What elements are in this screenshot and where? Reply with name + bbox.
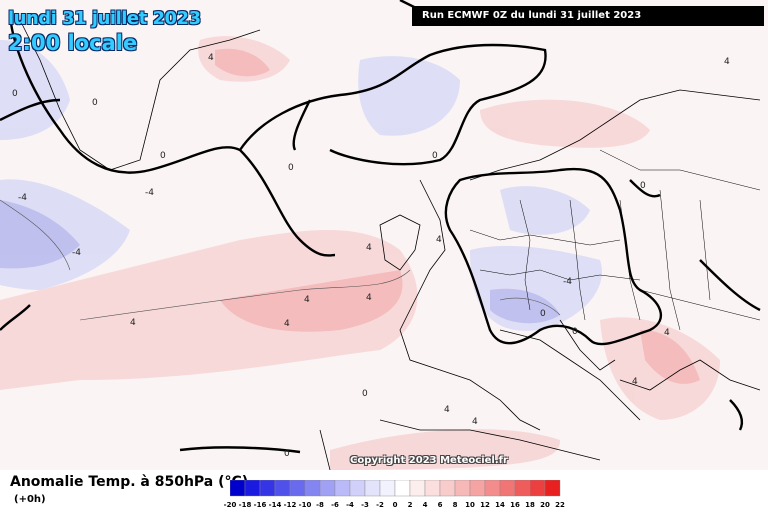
legend-title: Anomalie Temp. à 850hPa (°C) <box>10 474 249 490</box>
contour-label: 0 <box>572 327 578 337</box>
color-scale-cell <box>499 480 516 497</box>
contour-label: 4 <box>436 235 442 245</box>
color-scale-label: 22 <box>555 501 565 509</box>
color-scale-label: 8 <box>452 501 458 509</box>
color-scale-label: 14 <box>495 501 505 509</box>
color-scale-label: 10 <box>465 501 475 509</box>
color-scale-label: 0 <box>392 501 398 509</box>
color-scale-cell <box>484 480 501 497</box>
contour-label: 0 <box>288 163 294 173</box>
color-scale-cell <box>409 480 426 497</box>
contour-label: -4 <box>145 188 154 198</box>
copyright-notice: Copyright 2023 Meteociel.fr <box>350 455 508 466</box>
color-scale-label: -16 <box>253 501 267 509</box>
contour-label: 0 <box>362 389 368 399</box>
color-scale-label: -3 <box>361 501 369 509</box>
color-scale-cell <box>230 480 246 497</box>
color-scale-cell <box>514 480 531 497</box>
color-scale-cell <box>364 480 381 497</box>
contour-label: 4 <box>664 328 670 338</box>
color-scale-label: -2 <box>376 501 384 509</box>
color-scale-label: -4 <box>346 501 354 509</box>
color-scale-cell <box>259 480 276 497</box>
contour-label: 0 <box>12 89 18 99</box>
zero-contours <box>0 0 761 454</box>
contour-label: 0 <box>160 151 166 161</box>
color-scale-cell <box>394 480 411 497</box>
color-scale-label: 20 <box>540 501 550 509</box>
color-scale-label: 6 <box>437 501 443 509</box>
color-scale-cell <box>319 480 336 497</box>
color-scale-cell <box>334 480 351 497</box>
color-scale-cell <box>469 480 486 497</box>
warm-anomaly-areas <box>0 36 720 470</box>
contour-label: 4 <box>632 377 638 387</box>
color-scale-cell <box>544 480 561 497</box>
contour-label: -4 <box>72 248 81 258</box>
contour-label: 4 <box>366 293 372 303</box>
contour-label: 4 <box>366 243 372 253</box>
color-scale-cell <box>529 480 546 497</box>
legend-subtitle: (+0h) <box>14 494 46 505</box>
contour-label: 4 <box>284 319 290 329</box>
model-run-info: Run ECMWF 0Z du lundi 31 juillet 2023 <box>412 6 764 26</box>
color-scale-label: 2 <box>407 501 413 509</box>
contour-label: 0 <box>432 151 438 161</box>
color-scale-label: 16 <box>510 501 520 509</box>
contour-label: 4 <box>444 405 450 415</box>
contour-label-group: -4 -4 -4 0 0 0 0 0 0 0 0 0 4 4 4 4 4 4 4… <box>12 53 730 459</box>
color-scale-label: -14 <box>268 501 282 509</box>
color-scale-label: -20 <box>223 501 237 509</box>
color-scale-cell <box>304 480 321 497</box>
color-scale-cell <box>454 480 471 497</box>
contour-label: 4 <box>304 295 310 305</box>
strong-cold-areas <box>0 200 560 324</box>
color-scale-cell <box>424 480 441 497</box>
temperature-anomaly-map: -4 -4 -4 0 0 0 0 0 0 0 0 0 4 4 4 4 4 4 4… <box>0 0 768 470</box>
color-scale-cell <box>439 480 456 497</box>
thin-contours <box>0 199 561 321</box>
contour-label: -4 <box>18 193 27 203</box>
color-scale-label: -8 <box>316 501 324 509</box>
contour-label: 4 <box>130 318 136 328</box>
forecast-date: lundi 31 juillet 2023 <box>8 8 201 29</box>
contour-label: 0 <box>284 449 290 459</box>
contour-label: 4 <box>208 53 214 63</box>
forecast-local-time: 2:00 locale <box>8 31 138 55</box>
strong-warm-areas <box>215 48 700 384</box>
contour-label: 0 <box>540 309 546 319</box>
color-scale-label: 4 <box>422 501 428 509</box>
color-scale-label: -18 <box>238 501 252 509</box>
contour-label: 4 <box>472 417 478 427</box>
color-scale-label: 18 <box>525 501 535 509</box>
color-scale-label: -10 <box>298 501 312 509</box>
color-scale-cell <box>289 480 306 497</box>
color-scale-cell <box>349 480 366 497</box>
color-scale-label: 12 <box>480 501 490 509</box>
color-scale-cell <box>379 480 396 497</box>
color-scale <box>230 480 561 497</box>
color-scale-label: -6 <box>331 501 339 509</box>
contour-label: 0 <box>640 181 646 191</box>
color-scale-label: -12 <box>283 501 297 509</box>
contour-label: 0 <box>92 98 98 108</box>
color-scale-cell <box>274 480 291 497</box>
coastlines <box>19 19 761 470</box>
contour-label: -4 <box>563 277 572 287</box>
contour-label: 4 <box>724 57 730 67</box>
color-scale-cell <box>244 480 261 497</box>
